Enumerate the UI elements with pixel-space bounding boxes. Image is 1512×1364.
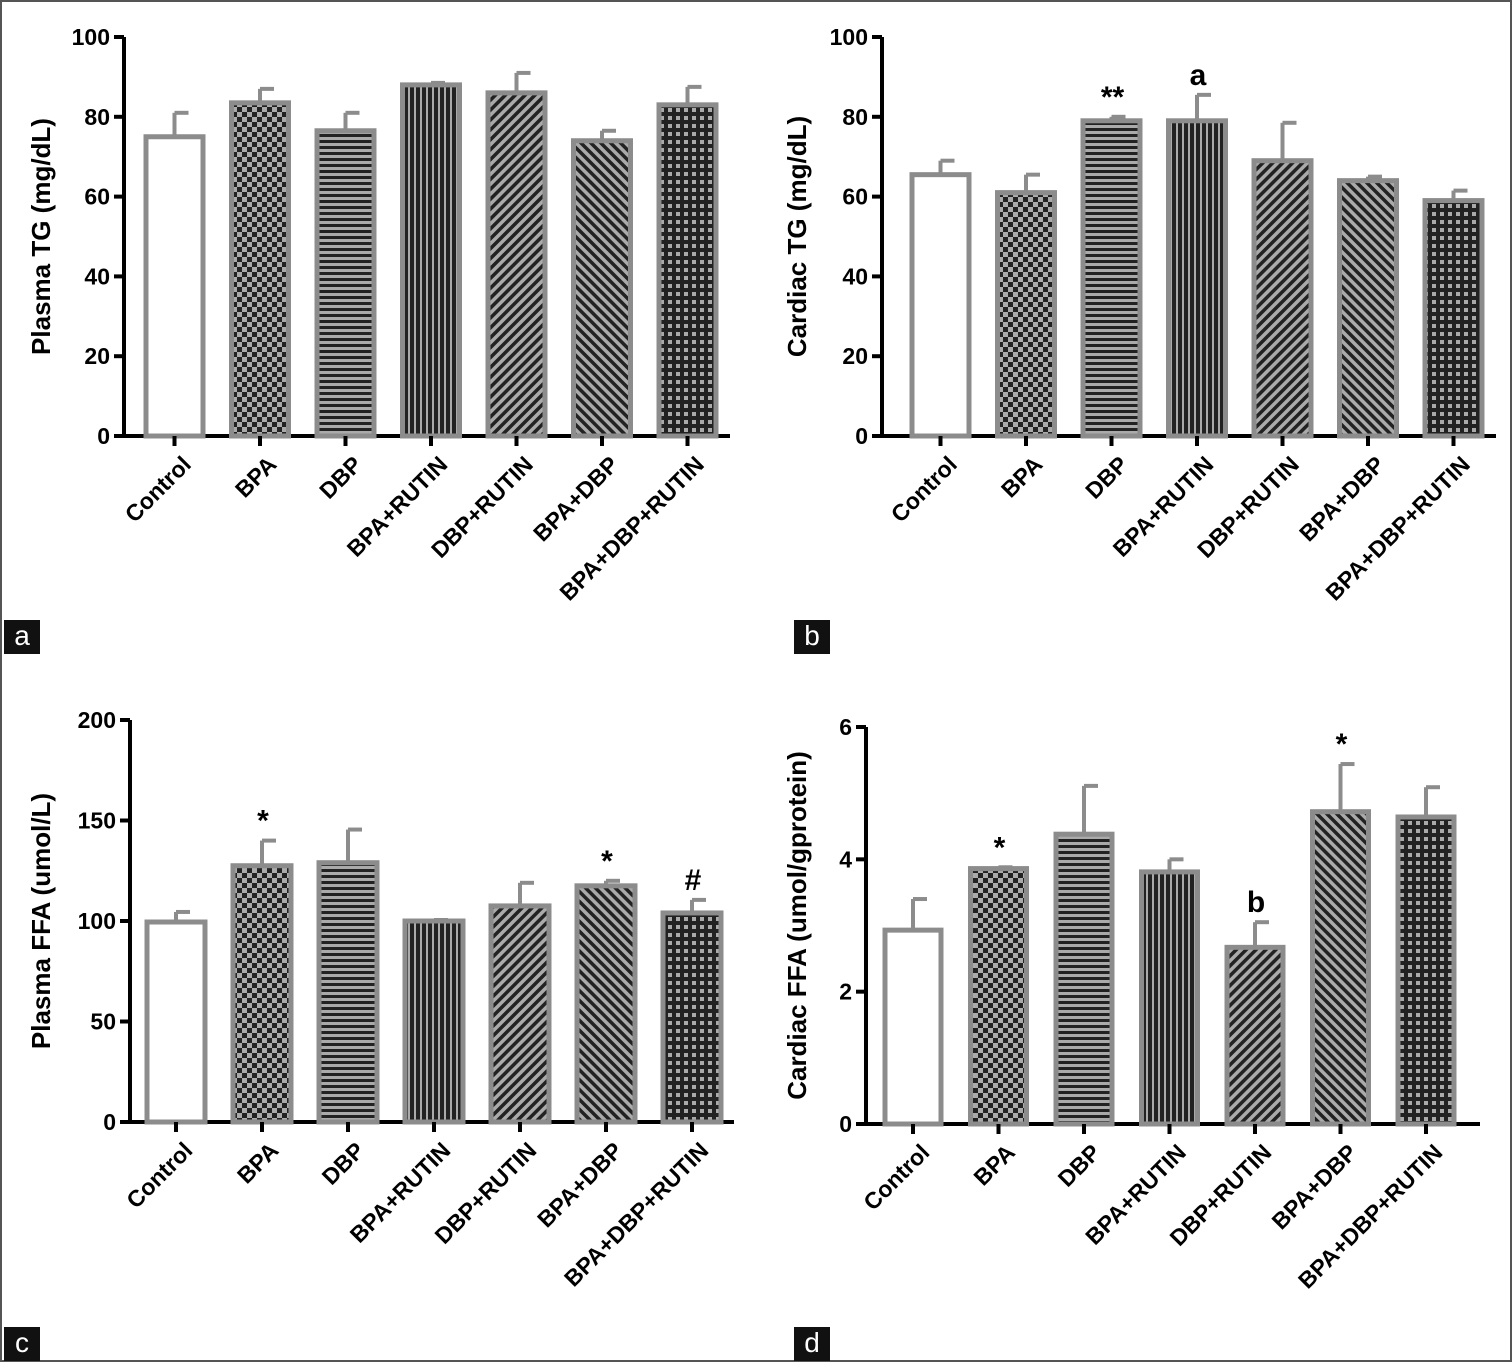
panel-letter-d: d bbox=[794, 1327, 830, 1361]
bar-bpa-dbp-rutin bbox=[656, 102, 719, 439]
panel-letter-b: b bbox=[794, 620, 830, 654]
bar-control bbox=[143, 134, 206, 439]
x-category-label: BPA+DBP+RUTIN bbox=[559, 1137, 714, 1292]
significance-mark: * bbox=[1336, 728, 1348, 761]
y-tick-label: 0 bbox=[839, 1111, 852, 1137]
y-tick-label: 0 bbox=[103, 1109, 116, 1135]
x-category-label: DBP bbox=[1053, 1139, 1106, 1192]
x-category-label: BPA bbox=[968, 1139, 1020, 1191]
bar-bpa bbox=[229, 100, 291, 439]
bar-dbp-rutin bbox=[485, 90, 548, 439]
significance-mark: ** bbox=[1101, 81, 1125, 114]
x-category-label: BPA+DBP+RUTIN bbox=[554, 451, 709, 606]
bar-bpa-dbp bbox=[574, 883, 638, 1125]
chart-cardiac-ffa: 0 2 4 6 Cardiac FFA (umol/gprotein) Control * B… bbox=[782, 714, 1480, 1294]
x-category-label: BPA bbox=[996, 451, 1048, 503]
y-tick-label: 60 bbox=[84, 184, 110, 210]
x-category-label: DBP bbox=[314, 451, 367, 504]
significance-mark: * bbox=[601, 845, 613, 878]
bar-bpa-dbp-rutin bbox=[660, 910, 724, 1125]
bar-bpa-rutin bbox=[400, 82, 462, 439]
y-tick-label: 40 bbox=[84, 263, 110, 289]
y-tick-label: 20 bbox=[842, 343, 868, 369]
significance-mark: # bbox=[685, 864, 702, 897]
bar-bpa-dbp bbox=[571, 138, 633, 439]
y-axis-label: Cardiac FFA (umol/gprotein) bbox=[782, 751, 812, 1100]
bar-bpa bbox=[230, 863, 294, 1125]
bar-control bbox=[909, 172, 972, 439]
y-axis-label: Plasma TG (mg/dL) bbox=[26, 118, 56, 355]
y-tick-label: 2 bbox=[839, 979, 852, 1005]
bar-dbp-rutin bbox=[1224, 944, 1286, 1127]
significance-mark: * bbox=[994, 831, 1006, 864]
x-category-label: Control bbox=[121, 1137, 197, 1213]
y-tick-label: 60 bbox=[842, 184, 868, 210]
x-category-label: BPA bbox=[230, 451, 282, 503]
x-category-label: Control bbox=[886, 451, 962, 527]
bar-bpa-dbp-rutin bbox=[1395, 814, 1457, 1127]
bar-control bbox=[144, 919, 208, 1125]
bar-dbp bbox=[1053, 831, 1115, 1127]
y-tick-label: 80 bbox=[84, 104, 110, 130]
x-category-label: Control bbox=[120, 451, 196, 527]
y-axis-label: Cardiac TG (mg/dL) bbox=[782, 116, 812, 357]
significance-mark: b bbox=[1247, 886, 1265, 919]
y-tick-label: 40 bbox=[842, 263, 868, 289]
panel-d: 0 2 4 6 Cardiac FFA (umol/gprotein) Control * B… bbox=[758, 683, 1512, 1364]
x-category-label: BPA bbox=[232, 1137, 284, 1189]
y-tick-label: 100 bbox=[72, 24, 110, 50]
bar-bpa bbox=[968, 866, 1029, 1127]
y-tick-label: 4 bbox=[839, 846, 852, 872]
significance-mark: a bbox=[1190, 59, 1207, 92]
significance-mark: * bbox=[257, 805, 269, 838]
bar-dbp-rutin bbox=[488, 903, 552, 1125]
bar-bpa-dbp bbox=[1310, 809, 1371, 1127]
bar-bpa-rutin bbox=[1139, 869, 1200, 1127]
panel-letter-c: c bbox=[4, 1327, 40, 1361]
y-axis-label: Plasma FFA (umol/L) bbox=[26, 793, 56, 1049]
bar-dbp bbox=[314, 128, 377, 439]
chart-plasma-tg: 0 20 40 60 80 100 Plasma TG (mg/dL) Control BPA D… bbox=[26, 24, 730, 606]
y-tick-label: 20 bbox=[84, 343, 110, 369]
bar-dbp bbox=[316, 860, 380, 1125]
bar-bpa-rutin bbox=[402, 918, 466, 1125]
x-category-label: Control bbox=[858, 1139, 934, 1215]
x-category-label: BPA+DBP+RUTIN bbox=[1293, 1139, 1448, 1294]
y-tick-label: 80 bbox=[842, 104, 868, 130]
y-tick-label: 100 bbox=[830, 24, 868, 50]
y-tick-label: 50 bbox=[90, 1009, 116, 1035]
bar-dbp-rutin bbox=[1251, 158, 1314, 439]
bar-bpa-dbp-rutin bbox=[1422, 198, 1485, 439]
panel-c: 0 50 100 150 200 Plasma FFA (umol/L) Control * B… bbox=[2, 683, 758, 1364]
bar-bpa-dbp bbox=[1337, 178, 1399, 439]
y-tick-label: 150 bbox=[78, 808, 116, 834]
y-tick-label: 200 bbox=[78, 707, 116, 733]
y-tick-label: 0 bbox=[855, 423, 868, 449]
panel-a: 0 20 40 60 80 100 Plasma TG (mg/dL) Control BPA D… bbox=[2, 2, 758, 683]
y-tick-label: 6 bbox=[839, 714, 852, 740]
x-category-label: DBP bbox=[317, 1137, 370, 1190]
bar-dbp bbox=[1080, 118, 1143, 439]
panel-letter-a: a bbox=[4, 620, 40, 654]
chart-cardiac-tg: 0 20 40 60 80 100 Cardiac TG (mg/dL) Control BPA… bbox=[782, 24, 1496, 606]
chart-plasma-ffa: 0 50 100 150 200 Plasma FFA (umol/L) Control * B… bbox=[26, 707, 734, 1292]
x-category-label: BPA+DBP+RUTIN bbox=[1320, 451, 1475, 606]
y-tick-label: 100 bbox=[78, 908, 116, 934]
bar-bpa-rutin bbox=[1166, 118, 1228, 439]
x-category-label: DBP bbox=[1080, 451, 1133, 504]
panel-b: 0 20 40 60 80 100 Cardiac TG (mg/dL) Control BPA… bbox=[758, 2, 1512, 683]
bar-bpa bbox=[995, 190, 1057, 439]
bar-control bbox=[882, 927, 944, 1127]
y-tick-label: 0 bbox=[97, 423, 110, 449]
